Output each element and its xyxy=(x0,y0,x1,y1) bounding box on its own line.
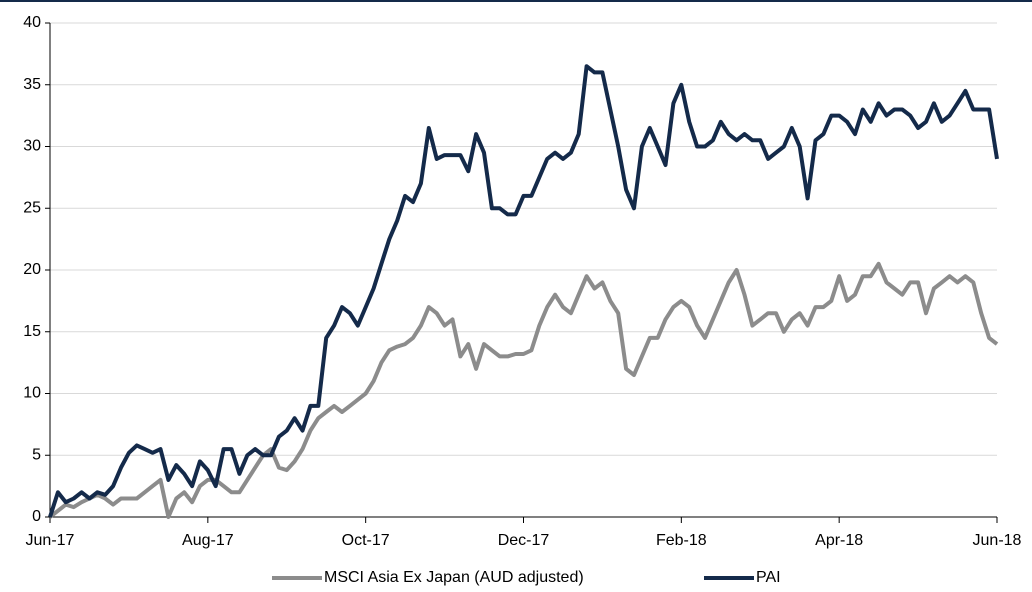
x-tick-label: Jun-18 xyxy=(973,532,1022,549)
legend-label: MSCI Asia Ex Japan (AUD adjusted) xyxy=(324,569,584,586)
x-tick-label: Feb-18 xyxy=(656,532,707,549)
x-tick-label: Oct-17 xyxy=(342,532,390,549)
series-line xyxy=(48,64,999,518)
legend-label: PAI xyxy=(756,569,781,586)
series-line xyxy=(48,261,999,519)
y-tick-label: 5 xyxy=(32,446,41,463)
x-tick-label: Aug-17 xyxy=(182,532,234,549)
x-tick-label: Apr-18 xyxy=(815,532,863,549)
y-tick-label: 20 xyxy=(23,261,41,278)
x-tick-label: Dec-17 xyxy=(498,532,550,549)
y-tick-label: 10 xyxy=(23,385,41,402)
y-tick-label: 0 xyxy=(32,508,41,525)
y-tick-label: 15 xyxy=(23,323,41,340)
x-tick-label: Jun-17 xyxy=(26,532,75,549)
y-tick-label: 30 xyxy=(23,138,41,155)
y-tick-label: 35 xyxy=(23,76,41,93)
y-tick-label: 40 xyxy=(23,14,41,31)
y-tick-label: 25 xyxy=(23,199,41,216)
